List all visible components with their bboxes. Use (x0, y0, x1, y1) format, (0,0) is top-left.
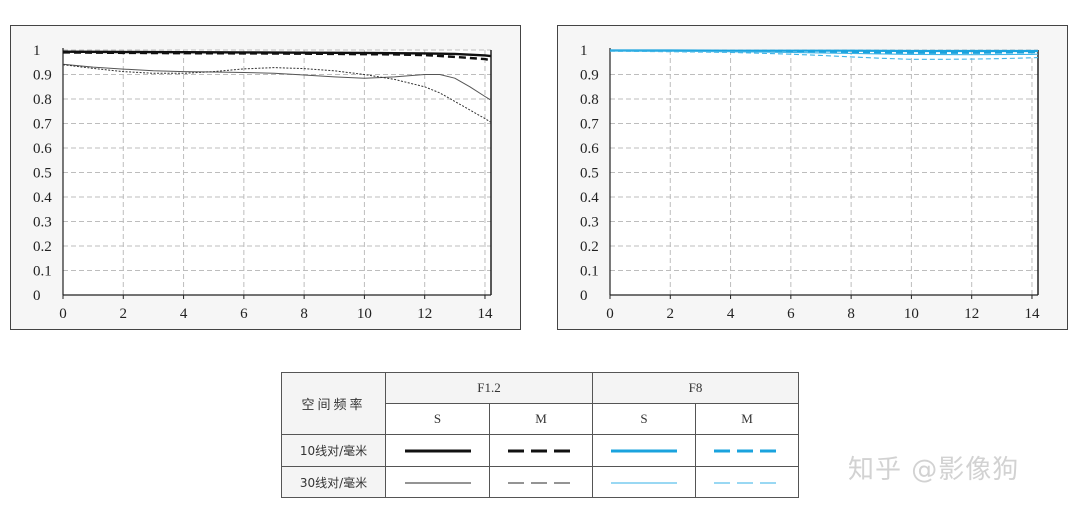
y-tick-label: 0.6 (580, 141, 599, 157)
x-tick-label: 2 (667, 306, 675, 322)
y-tick-label: 0.4 (33, 190, 52, 206)
watermark: 知乎 @影像狗 (848, 455, 1020, 485)
legend-row-30lp: 30线对/毫米 (281, 466, 386, 498)
mtf-chart-f8: 0 0.1 0.2 0.3 0.4 0.5 0.6 0.7 0.8 0.9 1 0 2 4 6 8 10 12 14 (557, 25, 1068, 330)
legend-col-m-f12: M (489, 403, 593, 435)
legend-table: 空间频率 F1.2 F8 S M S M 10线对/毫米 30线对/毫米 (281, 372, 799, 498)
mtf-chart-f12: 0 0.1 0.2 0.3 0.4 0.5 0.6 0.7 0.8 0.9 1 0 2 4 6 8 10 12 14 (10, 25, 521, 330)
y-tick-label: 0.3 (580, 215, 599, 231)
x-tick-label: 14 (477, 306, 493, 322)
legend-sample-f12-s-10 (385, 434, 490, 467)
x-tick-label: 8 (300, 306, 308, 322)
x-tick-label: 14 (1024, 306, 1040, 322)
series-line-m10 (62, 51, 492, 62)
legend-sample-f12-m-30 (489, 466, 593, 498)
y-tick-label: 0.7 (33, 117, 52, 133)
x-tick-label: 4 (727, 306, 735, 322)
legend-sample-f12-m-10 (489, 434, 593, 467)
y-tick-label: 0 (33, 288, 41, 304)
x-tick-label: 6 (787, 306, 795, 322)
series-line-m30 (62, 64, 492, 123)
x-tick-label: 0 (606, 306, 614, 322)
legend-sample-f8-m-30 (695, 466, 799, 498)
y-tick-label: 0.8 (580, 92, 599, 108)
series-line-m30 (609, 50, 1039, 60)
mtf-chart-f8-svg: 00.10.20.30.40.50.60.70.80.910 2 4 6 8 10 12 14 (580, 43, 1040, 322)
y-tick-label: 0.1 (33, 264, 52, 280)
y-tick-label: 1 (33, 43, 41, 59)
y-tick-label: 0.6 (33, 141, 52, 157)
x-tick-label: 12 (964, 306, 979, 322)
legend-sample-f8-m-10 (695, 434, 799, 467)
y-tick-label: 0.3 (33, 215, 52, 231)
y-tick-label: 0.9 (33, 68, 52, 84)
legend-aperture-f12: F1.2 (385, 372, 593, 404)
legend-corner-label: 空间频率 (281, 372, 386, 435)
x-tick-label: 6 (240, 306, 248, 322)
y-tick-label: 0 (580, 288, 588, 304)
legend-sample-f8-s-10 (592, 434, 696, 467)
y-tick-label: 0.7 (580, 117, 599, 133)
y-tick-label: 0.1 (580, 264, 599, 280)
legend-row-10lp: 10线对/毫米 (281, 434, 386, 467)
x-tick-label: 10 (904, 306, 919, 322)
x-tick-label: 10 (357, 306, 372, 322)
series-line-s30 (609, 50, 1039, 56)
y-tick-label: 0.8 (33, 92, 52, 108)
y-tick-label: 0.5 (580, 166, 599, 182)
x-tick-label: 0 (59, 306, 67, 322)
y-tick-label: 0.2 (33, 239, 52, 255)
legend-sample-f12-s-30 (385, 466, 490, 498)
y-tick-label: 0.5 (33, 166, 52, 182)
y-tick-label: 0.2 (580, 239, 599, 255)
y-tick-label: 0.4 (580, 190, 599, 206)
y-tick-label: 1 (580, 43, 588, 59)
mtf-chart-f12-svg: 00.10.20.30.40.50.60.70.80.910 2 4 6 8 10 12 14 (33, 43, 493, 322)
series-line-s30 (62, 63, 492, 101)
legend-col-s-f8: S (592, 403, 696, 435)
legend-col-m-f8: M (695, 403, 799, 435)
x-tick-label: 4 (180, 306, 188, 322)
x-tick-label: 2 (120, 306, 128, 322)
legend-sample-f8-s-30 (592, 466, 696, 498)
legend-aperture-f8: F8 (592, 372, 799, 404)
x-tick-label: 8 (847, 306, 855, 322)
x-tick-label: 12 (417, 306, 432, 322)
legend-col-s-f12: S (385, 403, 490, 435)
y-tick-label: 0.9 (580, 68, 599, 84)
